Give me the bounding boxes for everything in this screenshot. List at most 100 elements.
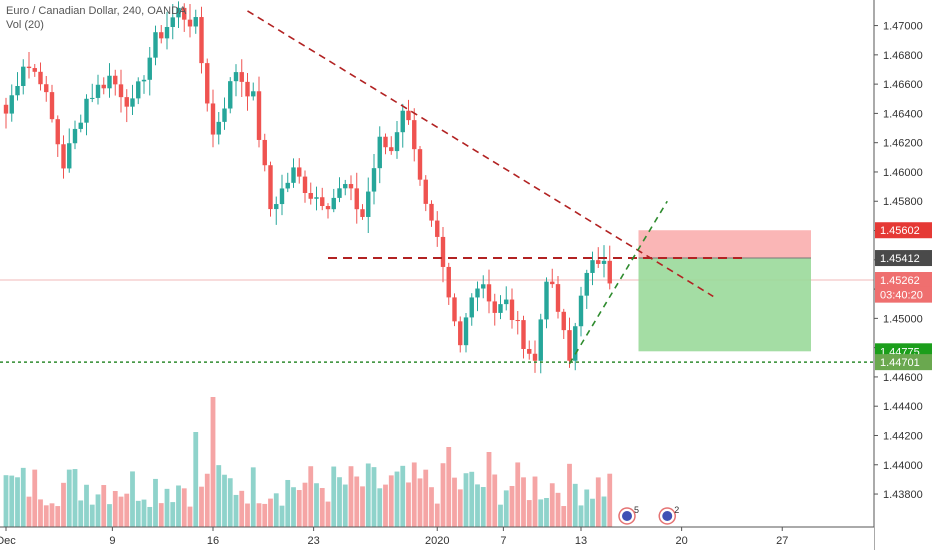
volume-bar <box>532 476 538 527</box>
volume-bar <box>256 503 262 527</box>
candle-body <box>607 260 612 284</box>
price-label-bg <box>875 250 932 267</box>
volume-bar <box>233 494 239 527</box>
candle-body <box>78 122 83 129</box>
candle-body <box>147 57 152 80</box>
volume-bar <box>61 482 66 527</box>
candle <box>561 308 566 339</box>
candle-body <box>228 81 233 109</box>
volume-bar <box>567 463 572 527</box>
candle <box>314 186 319 211</box>
candle <box>67 128 72 173</box>
candle-body <box>268 165 273 210</box>
candle-body <box>515 320 520 322</box>
candle <box>601 245 607 278</box>
candle <box>141 75 147 94</box>
candle <box>544 277 549 329</box>
candle-body <box>561 311 566 331</box>
volume-bar <box>130 471 135 527</box>
candle-body <box>521 320 526 349</box>
price-label: 1.45412 <box>875 250 932 267</box>
take-profit-zone <box>638 258 811 352</box>
volume-bar <box>498 504 503 527</box>
volume-bar <box>164 488 170 527</box>
volume-bar <box>15 477 20 527</box>
candle <box>394 120 400 159</box>
y-tick-label: 1.46600 <box>883 79 923 91</box>
volume-bar <box>158 503 164 527</box>
x-tick-label: 27 <box>776 535 788 547</box>
volume-bar <box>526 500 532 527</box>
candle <box>9 84 14 122</box>
candle-body <box>245 81 250 97</box>
candle-body <box>107 75 112 89</box>
candle-body <box>366 191 371 217</box>
volume-bar <box>342 484 348 527</box>
candle <box>285 172 290 193</box>
candle-body <box>475 288 480 298</box>
candle-body <box>486 284 492 302</box>
candle-body <box>26 66 32 69</box>
volume-bar <box>43 505 49 527</box>
candle-body <box>320 197 325 207</box>
candle <box>337 177 342 203</box>
volume-bar <box>170 502 176 527</box>
volume-bar <box>245 503 250 527</box>
price-label-text: 1.45262 <box>880 275 920 287</box>
candle <box>61 135 66 179</box>
candle <box>256 76 262 148</box>
event-marker[interactable]: 2 <box>658 505 679 525</box>
candle <box>360 204 365 220</box>
price-label-text: 1.44701 <box>880 357 920 369</box>
volume-bar <box>515 462 521 527</box>
volume-bar <box>222 474 227 527</box>
y-tick-label: 1.45000 <box>883 313 923 325</box>
volume-bar <box>210 397 216 527</box>
volume-bar <box>521 477 526 527</box>
event-badge: 5 <box>634 505 639 515</box>
candle-body <box>481 284 486 289</box>
volume-bar <box>417 478 423 527</box>
candle-body <box>222 108 227 122</box>
candle <box>446 262 451 305</box>
volume-bar <box>400 465 406 527</box>
volume-bar <box>572 483 578 527</box>
volume-bar <box>538 499 544 527</box>
candle <box>469 293 474 326</box>
volume-bar <box>492 474 498 527</box>
candle <box>130 84 135 116</box>
volume-indicator-label: Vol (20) <box>6 19 44 31</box>
y-tick-label: 1.45800 <box>883 196 923 208</box>
event-marker[interactable]: 5 <box>618 505 639 525</box>
symbol-title: Euro / Canadian Dollar, 240, OANDA <box>6 5 187 17</box>
candle-body <box>193 17 198 27</box>
candle <box>21 59 26 95</box>
candle-body <box>348 184 354 189</box>
candle-body <box>90 97 95 99</box>
volume-bar <box>394 471 400 527</box>
volume-bar <box>216 465 222 527</box>
volume-bar <box>388 475 394 527</box>
volume-bar <box>296 490 302 527</box>
event-icon-center <box>662 511 673 521</box>
candle <box>159 25 164 44</box>
candle-body <box>538 319 543 361</box>
candle <box>193 9 198 34</box>
candle-body <box>153 32 158 58</box>
candle-body <box>532 353 538 361</box>
candle <box>532 340 538 373</box>
candle <box>440 227 446 283</box>
candle <box>170 4 175 40</box>
x-tick-label: 7 <box>500 535 506 547</box>
candle <box>176 1 181 29</box>
candle-body <box>578 295 584 327</box>
candle-body <box>170 17 175 27</box>
y-tick-label: 1.44000 <box>883 460 923 472</box>
time-axis-panel <box>0 527 874 550</box>
volume-bar <box>135 500 141 527</box>
volume-bar <box>561 506 567 527</box>
volume-bar <box>452 477 457 527</box>
volume-bar <box>411 462 417 527</box>
volume-bars <box>3 397 613 527</box>
